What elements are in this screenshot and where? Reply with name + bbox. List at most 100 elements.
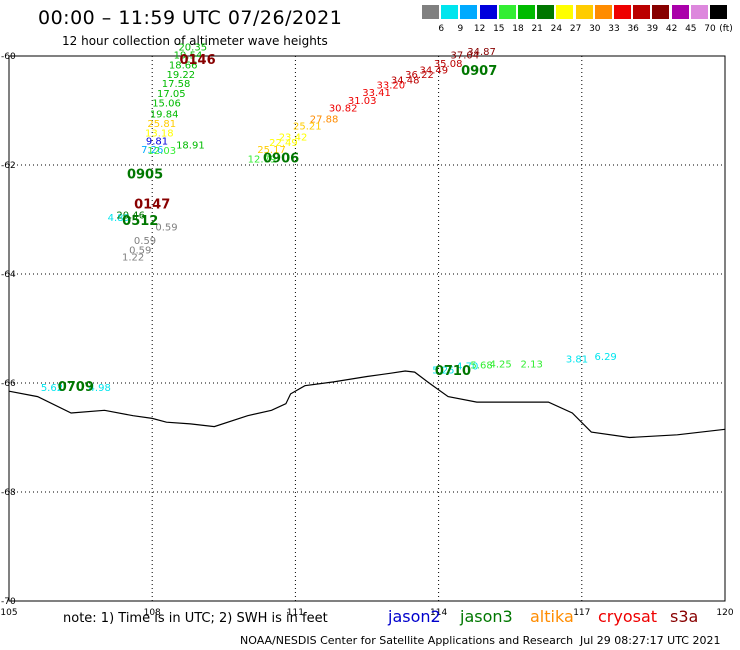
colorbar-swatch bbox=[633, 5, 651, 19]
wave-height-label: 18.91 bbox=[176, 141, 205, 152]
satellite-pass: 1.220.590.590.597.269.8113.1825.8119.841… bbox=[122, 43, 216, 264]
colorbar-label: 42 bbox=[665, 24, 678, 34]
wave-height-label: 34.49 bbox=[420, 65, 449, 76]
pass-time-label: 0905 bbox=[127, 168, 163, 183]
colorbar-swatch bbox=[594, 5, 612, 19]
wave-height-label: 25.21 bbox=[293, 122, 322, 133]
wave-height-label: 19.84 bbox=[150, 110, 179, 121]
longitude-tick-label: 117 bbox=[573, 608, 590, 618]
colorbar-swatch bbox=[652, 5, 670, 19]
axis-tick-labels: 105 108 111 114 117 120 -60 -62 -64 -66 -68 -70 bbox=[0, 52, 733, 618]
wave-height-label: 20.46 bbox=[116, 210, 145, 221]
wave-height-label: 4.70 bbox=[456, 361, 478, 372]
wave-height-label: 34.87 bbox=[467, 47, 496, 58]
longitude-tick-label: 108 bbox=[144, 608, 161, 618]
colorbar-unit: (ft) bbox=[719, 24, 733, 34]
wave-height-label: 22.49 bbox=[269, 138, 298, 149]
colorbar-swatch bbox=[441, 5, 459, 19]
wave-height-label: 20.35 bbox=[178, 43, 207, 54]
credit-line: NOAA/NESDIS Center for Satellite Applica… bbox=[240, 634, 574, 647]
colorbar-swatch bbox=[614, 5, 631, 19]
wave-height-label: 15.06 bbox=[152, 99, 181, 110]
pass-time-label: 0147 bbox=[134, 198, 170, 213]
wave-height-label: 33.20 bbox=[377, 81, 406, 92]
wave-height-label: 17.05 bbox=[157, 89, 186, 100]
footnote: note: 1) Time is in UTC; 2) SWH is in fe… bbox=[63, 611, 328, 626]
wave-height-label: 12.79 bbox=[248, 154, 277, 165]
colorbar-swatch bbox=[422, 5, 439, 19]
wave-height-label: 4.89 bbox=[108, 213, 130, 224]
satellite-pass: 12.7925.1722.4923.4225.2127.8830.8231.03… bbox=[248, 47, 496, 166]
colorbar-label: 24 bbox=[550, 24, 563, 34]
satellite-tracks: 1.220.590.590.597.269.8113.1825.8119.841… bbox=[41, 43, 617, 396]
colorbar-swatch bbox=[518, 5, 535, 19]
colorbar-swatch bbox=[690, 5, 708, 19]
graticule bbox=[9, 56, 725, 601]
wave-height-label: 6.29 bbox=[595, 352, 617, 363]
longitude-tick-label: 105 bbox=[0, 608, 17, 618]
colorbar-label: 33 bbox=[608, 24, 620, 34]
colorbar-swatch bbox=[671, 5, 689, 19]
colorbar-label: 27 bbox=[569, 24, 582, 34]
wave-height-label: 25.81 bbox=[147, 119, 176, 130]
wave-height-label: 25.17 bbox=[257, 145, 286, 156]
wave-height-label: 19.54 bbox=[174, 51, 203, 62]
colorbar-label: 36 bbox=[627, 24, 639, 34]
wave-height-label: 5.62 bbox=[41, 383, 63, 394]
wave-height-label: 4.25 bbox=[490, 360, 512, 371]
wave-height-label: 1.22 bbox=[122, 252, 144, 263]
wave-height-label: 2.13 bbox=[521, 360, 543, 371]
colorbar-label: 39 bbox=[646, 24, 659, 34]
wave-height-label: 3.81 bbox=[566, 354, 588, 365]
satellite-pass: 0147 bbox=[134, 198, 170, 213]
colorbar-swatch bbox=[556, 5, 574, 19]
wave-height-label: 19.22 bbox=[167, 70, 196, 81]
legend-jason2: jason2 bbox=[388, 607, 441, 626]
wave-height-label: 27.88 bbox=[310, 114, 339, 125]
colorbar-swatch bbox=[575, 5, 593, 19]
satellite-pass: 0907 bbox=[461, 64, 497, 79]
wave-height-label: 0.59 bbox=[155, 222, 177, 233]
wave-height-label: 0.59 bbox=[129, 245, 151, 256]
colorbar-label: 12 bbox=[473, 24, 486, 34]
latitude-tick-label: -70 bbox=[1, 597, 16, 607]
colorbar-label: 70 bbox=[704, 24, 716, 34]
colorbar-label: 45 bbox=[685, 24, 697, 34]
legend-s3a: s3a bbox=[670, 607, 699, 626]
antarctic-coastline bbox=[8, 370, 726, 439]
colorbar-label: 18 bbox=[512, 24, 524, 34]
map-title: 00:00 – 11:59 UTC 07/26/2021 bbox=[38, 7, 343, 29]
wave-height-label: 31.03 bbox=[348, 96, 377, 107]
legend-cryosat: cryosat bbox=[598, 607, 658, 626]
pass-time-label: 0512 bbox=[122, 214, 158, 229]
legend-jason3: jason3 bbox=[460, 607, 513, 626]
wave-height-label: 5.25 bbox=[432, 366, 454, 377]
pass-time-label: 0710 bbox=[435, 364, 471, 379]
satellite-pass: 5.25 4.705.684.25 2.13 3.81 6.29 0710 bbox=[432, 352, 617, 379]
longitude-tick-label: 111 bbox=[287, 608, 304, 618]
wave-height-label: 33.41 bbox=[362, 88, 391, 99]
wave-height-label: 23.42 bbox=[279, 132, 308, 143]
latitude-tick-label: -62 bbox=[1, 161, 16, 171]
colorbar-swatch bbox=[479, 5, 497, 19]
pass-time-label: 0907 bbox=[461, 64, 497, 79]
colorbar-label: 21 bbox=[531, 24, 543, 34]
colorbar-label: 9 bbox=[457, 24, 464, 34]
wave-height-label: 12.03 bbox=[147, 146, 176, 157]
latitude-tick-label: -60 bbox=[1, 52, 16, 62]
wave-height-label: 35.08 bbox=[434, 59, 463, 70]
wave-height-label: 4.98 bbox=[89, 383, 111, 394]
longitude-tick-label: 114 bbox=[430, 608, 447, 618]
latitude-tick-label: -64 bbox=[1, 270, 16, 280]
wave-height-label: 5.68 bbox=[470, 360, 492, 371]
colorbar-label: 6 bbox=[438, 24, 445, 34]
wave-height-label: 37.04 bbox=[451, 51, 480, 62]
wave-height-label: 9.81 bbox=[146, 136, 168, 147]
latitude-tick-label: -68 bbox=[1, 488, 16, 498]
satellite-pass: 12.03 18.91 0905 bbox=[127, 141, 205, 183]
wave-height-label: 17.58 bbox=[162, 79, 191, 90]
wave-height-label: 13.18 bbox=[145, 129, 174, 140]
